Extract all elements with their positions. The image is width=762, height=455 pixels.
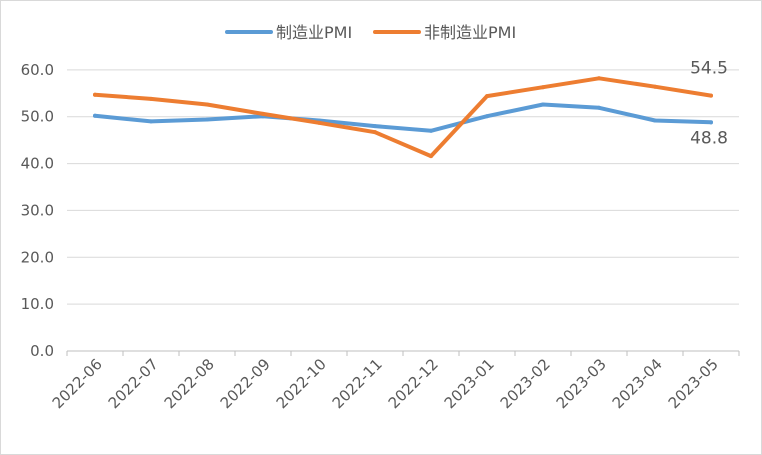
series-0-point	[149, 119, 153, 124]
y-tick-label: 40.0	[21, 155, 54, 173]
x-tick-label: 2023-05	[665, 355, 722, 412]
series-0-point	[205, 117, 209, 122]
x-tick-label: 2022-08	[161, 355, 218, 412]
y-tick-label: 0.0	[30, 342, 54, 360]
series-1-point	[597, 76, 601, 81]
series-1-point	[485, 94, 489, 99]
series-line-1	[93, 76, 713, 159]
y-axis: 0.0 10.0 20.0 30.0 40.0 50.0 60.0	[21, 61, 54, 360]
data-label: 54.5	[690, 59, 728, 79]
y-tick-label: 20.0	[21, 248, 54, 266]
series-0-point	[653, 118, 657, 123]
series-1-point	[429, 154, 433, 159]
series-0-point	[541, 102, 545, 107]
gridlines	[67, 69, 739, 352]
y-tick-label: 50.0	[21, 108, 54, 126]
series-0-point	[597, 105, 601, 110]
x-tick-label: 2022-09	[217, 355, 274, 412]
x-tick-label: 2023-04	[609, 355, 666, 412]
y-tick-label: 30.0	[21, 201, 54, 219]
series-0-point	[709, 120, 713, 125]
x-tick-label: 2022-10	[273, 355, 330, 412]
series-1-point	[149, 96, 153, 101]
x-axis: 2022-062022-072022-082022-092022-102022-…	[49, 350, 740, 412]
series-1-point	[373, 130, 377, 135]
legend-label-0: 制造业PMI	[276, 23, 352, 42]
x-tick-label: 2023-03	[553, 355, 610, 412]
x-tick-label: 2023-01	[441, 355, 498, 412]
y-tick-label: 10.0	[21, 295, 54, 313]
series-1-point	[205, 102, 209, 107]
legend-label-1: 非制造业PMI	[424, 23, 516, 42]
x-tick-label: 2022-06	[49, 355, 106, 412]
series-1-point	[93, 92, 97, 97]
series-0-point	[485, 114, 489, 119]
series-layer	[93, 76, 713, 159]
series-1-point	[653, 84, 657, 89]
series-line-0	[93, 102, 713, 133]
x-tick-label: 2023-02	[497, 355, 554, 412]
x-tick-label: 2022-11	[329, 355, 386, 412]
data-label: 48.8	[690, 128, 728, 148]
data-labels: 54.5 48.8	[690, 59, 728, 149]
series-0-point	[93, 113, 97, 118]
series-0-point	[429, 128, 433, 133]
series-1-point	[261, 111, 265, 116]
x-tick-label: 2022-07	[105, 355, 162, 412]
series-1-point	[317, 120, 321, 125]
x-tick-label: 2022-12	[385, 355, 442, 412]
legend: 制造业PMI 非制造业PMI	[225, 23, 516, 42]
series-0-point	[373, 124, 377, 129]
series-1-point	[709, 93, 713, 98]
y-tick-label: 60.0	[21, 61, 54, 79]
series-1-point	[541, 85, 545, 90]
